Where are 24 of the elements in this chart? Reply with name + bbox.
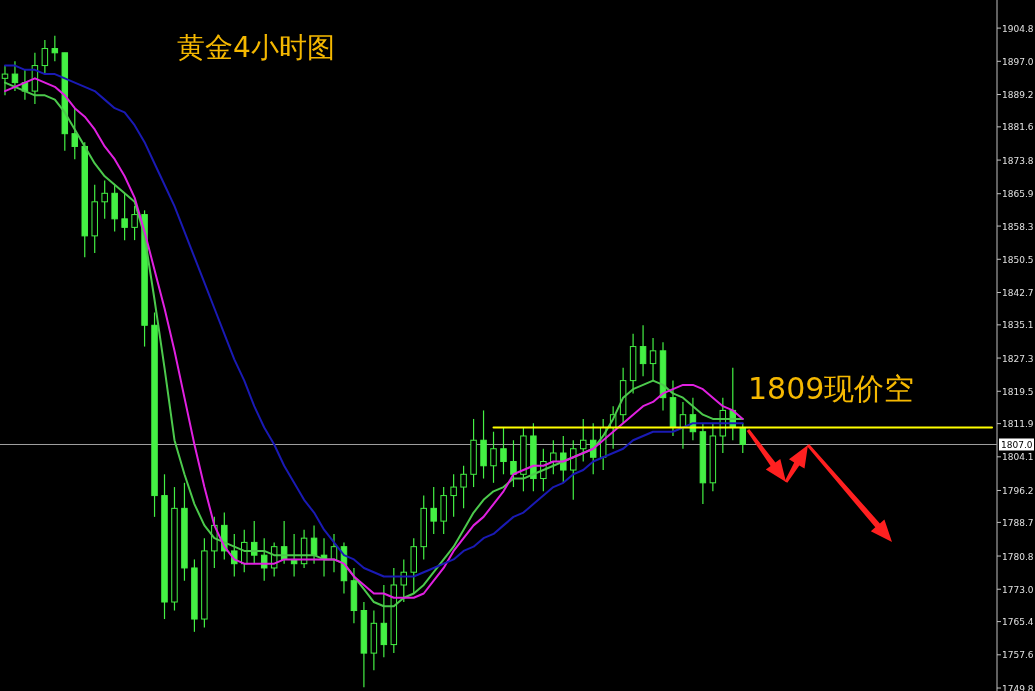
y-tick-label: 1881.6 bbox=[1002, 122, 1034, 133]
annotation: 1809现价空 bbox=[748, 371, 915, 406]
y-tick-label: 1811.9 bbox=[1002, 419, 1034, 430]
y-tick-label: 1873.8 bbox=[1002, 155, 1034, 166]
y-tick-label: 1889.2 bbox=[1002, 90, 1034, 101]
y-tick-label: 1765.4 bbox=[1002, 617, 1034, 628]
y-tick-label: 1827.3 bbox=[1002, 353, 1034, 364]
y-tick-label: 1897.0 bbox=[1002, 56, 1034, 67]
y-tick-label: 1749.8 bbox=[1002, 683, 1034, 691]
y-tick-label: 1788.7 bbox=[1002, 517, 1034, 528]
text: 黄金4小时图 bbox=[177, 31, 335, 64]
ref-line-label: 1807.0 bbox=[1001, 439, 1033, 450]
y-tick-label: 1850.5 bbox=[1002, 254, 1034, 265]
y-tick-label: 1796.2 bbox=[1002, 485, 1034, 496]
y-tick-label: 1780.8 bbox=[1002, 551, 1034, 562]
y-tick-label: 1819.5 bbox=[1002, 386, 1034, 397]
y-tick-label: 1858.3 bbox=[1002, 221, 1034, 232]
y-tick-label: 1842.7 bbox=[1002, 287, 1034, 298]
y-tick-label: 1804.1 bbox=[1002, 452, 1034, 463]
y-tick-label: 1757.6 bbox=[1002, 650, 1034, 661]
y-tick-label: 1865.9 bbox=[1002, 189, 1034, 200]
y-tick-label: 1904.8 bbox=[1002, 23, 1034, 34]
y-tick-label: 1773.0 bbox=[1002, 584, 1034, 595]
y-tick-label: 1835.1 bbox=[1002, 320, 1034, 331]
